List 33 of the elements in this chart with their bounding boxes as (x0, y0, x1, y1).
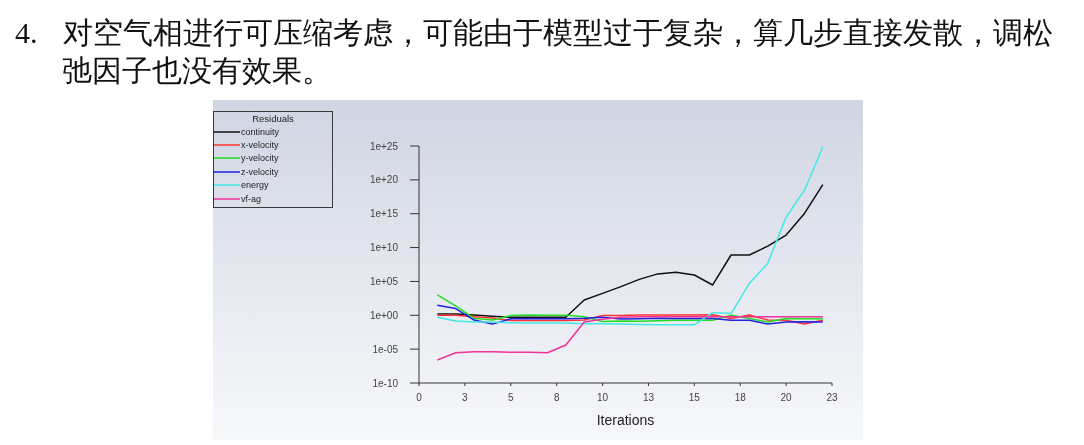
x-tick-label: 3 (462, 392, 469, 404)
line-series (436, 316, 824, 361)
legend-title: Residuals (251, 112, 295, 125)
legend-label: y-velocity (241, 153, 279, 164)
line-series (436, 304, 824, 325)
x-tick-label: 13 (642, 392, 655, 404)
x-axis-title: Iterations (596, 412, 655, 428)
x-tick-label: 5 (508, 392, 514, 404)
legend-label: z-velocity (241, 166, 279, 177)
y-tick-label: 1e+20 (369, 174, 399, 186)
chart-title: 4. 对空气相进行可压缩考虑，可能由于模型过于复杂，算几步直接发散，调松弛因子也没有效果。 (15, 15, 1054, 89)
y-tick-label: 1e+05 (369, 275, 399, 287)
y-tick-label: 1e-05 (372, 343, 399, 355)
legend-label: vf-ag (241, 193, 262, 204)
y-tick-label: 1e+15 (369, 208, 399, 220)
legend-label: continuity (241, 126, 280, 137)
legend-label: energy (241, 180, 269, 191)
line-series (436, 314, 824, 325)
x-tick-label: 23 (826, 392, 838, 404)
y-tick-label: 1e+25 (369, 140, 399, 152)
x-tick-label: 10 (596, 392, 609, 404)
y-tick-label: 1e+10 (369, 242, 399, 254)
y-tick-label: 1e+00 (369, 309, 399, 321)
legend-label: x-velocity (241, 140, 279, 151)
line-series (436, 146, 824, 326)
y-tick-label: 1e-10 (372, 377, 399, 389)
x-tick-label: 20 (780, 392, 793, 404)
x-tick-label: 18 (734, 392, 747, 404)
line-series (436, 183, 824, 319)
x-tick-label: 8 (553, 392, 560, 404)
x-tick-label: 0 (416, 392, 423, 404)
x-tick-label: 15 (688, 392, 701, 404)
line-series (436, 294, 824, 323)
